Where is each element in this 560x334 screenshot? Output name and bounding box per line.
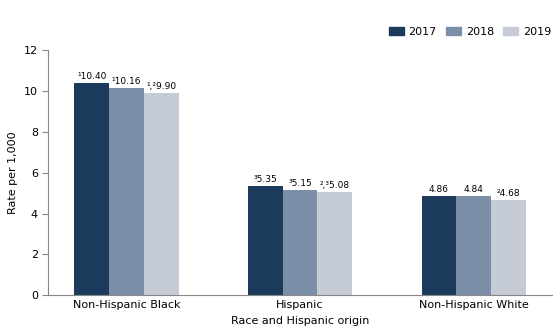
Bar [109, 88, 144, 295]
Text: ³5.35: ³5.35 [254, 175, 277, 184]
Bar [248, 186, 283, 295]
Text: ²4.68: ²4.68 [497, 189, 520, 198]
Bar [318, 192, 352, 295]
Text: ¹10.40: ¹10.40 [77, 72, 106, 81]
Bar [456, 196, 491, 295]
X-axis label: Race and Hispanic origin: Race and Hispanic origin [231, 316, 369, 326]
Text: 4.84: 4.84 [464, 185, 483, 194]
Text: ¹,²9.90: ¹,²9.90 [146, 82, 176, 91]
Bar [491, 200, 526, 295]
Bar [422, 196, 456, 295]
Text: ³5.15: ³5.15 [288, 179, 312, 188]
Y-axis label: Rate per 1,000: Rate per 1,000 [8, 132, 18, 214]
Text: ¹10.16: ¹10.16 [112, 77, 141, 86]
Text: 4.86: 4.86 [429, 185, 449, 194]
Bar [283, 190, 318, 295]
Text: ²,³5.08: ²,³5.08 [320, 181, 350, 189]
Bar [74, 83, 109, 295]
Bar [144, 93, 179, 295]
Legend: 2017, 2018, 2019: 2017, 2018, 2019 [389, 26, 551, 36]
